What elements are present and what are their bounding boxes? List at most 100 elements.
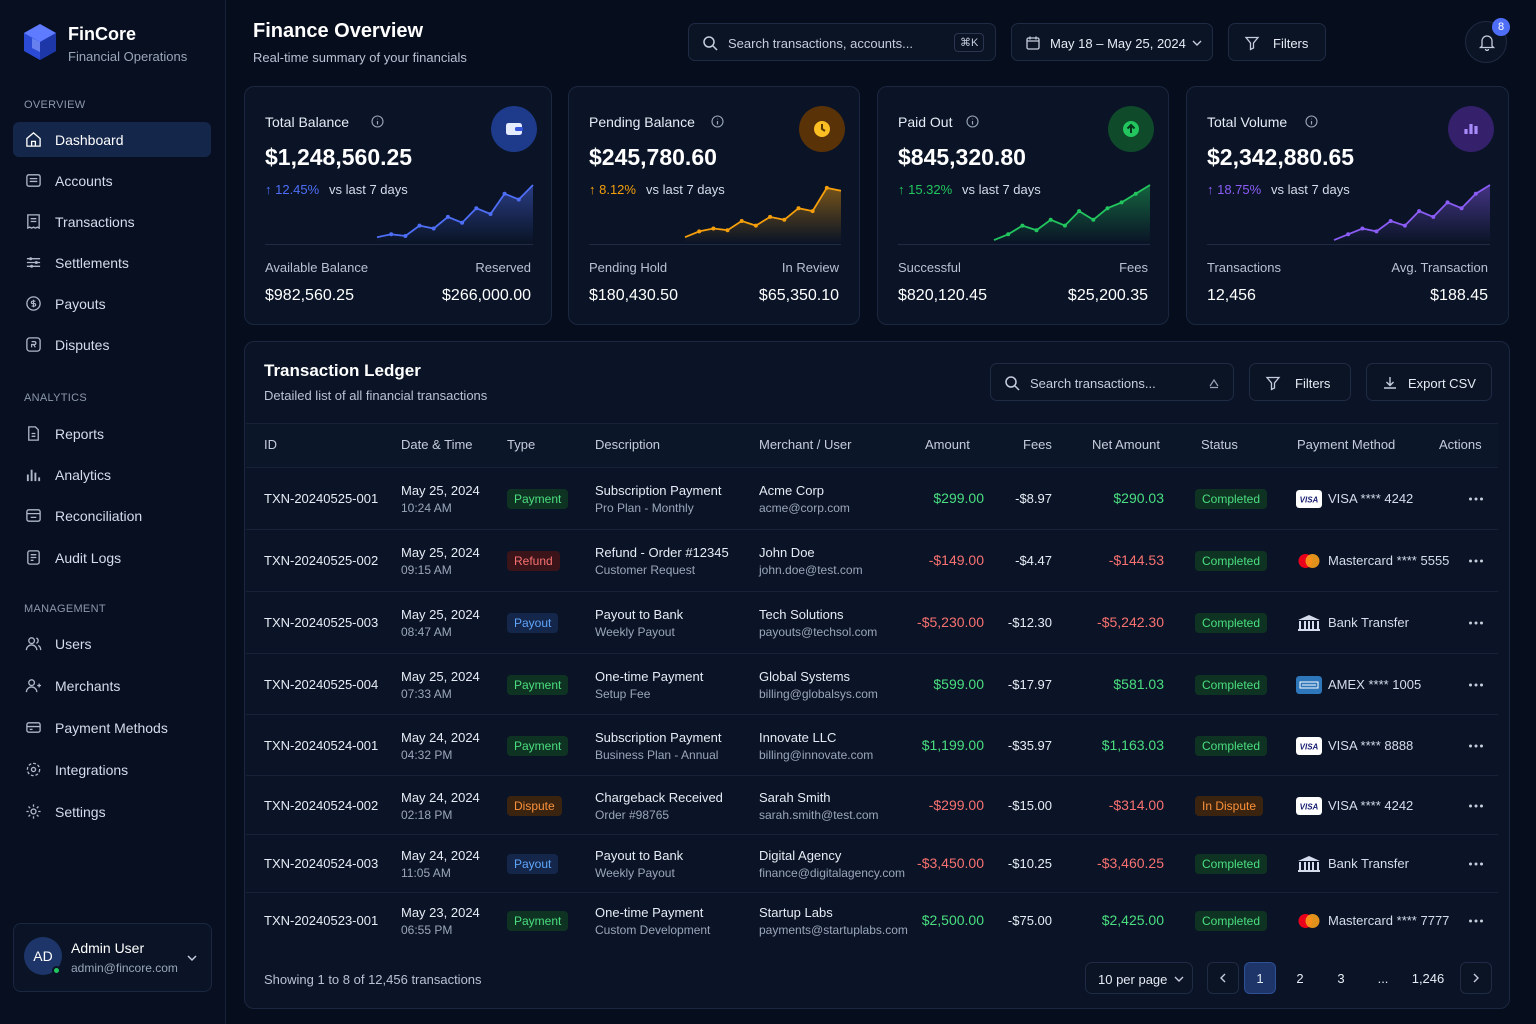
ledger-filters-button[interactable]: Filters [1249,363,1351,401]
column-header-merchant-user[interactable]: Merchant / User [759,437,852,452]
page-button-1[interactable]: 1 [1244,962,1276,994]
status-badge: Completed [1195,854,1268,874]
merchant-email: payouts@techsol.com [759,625,878,639]
sidebar-item-analytics[interactable]: Analytics [13,457,211,492]
merchant-email: acme@corp.com [759,501,850,515]
table-row[interactable]: TXN-20240524-003 May 24, 2024 11:05 AM Payo… [246,834,1498,892]
kpi-right-label: In Review [781,260,839,275]
column-header-actions[interactable]: Actions [1439,437,1482,452]
page-button-3[interactable]: 3 [1337,970,1345,986]
table-row[interactable]: TXN-20240525-002 May 25, 2024 09:15 AM Refu… [246,529,1498,591]
txn-time: 07:33 AM [401,686,452,701]
status-badge: Completed [1195,911,1268,931]
sidebar-item-reconciliation[interactable]: Reconciliation [13,498,211,533]
kpi-right-value: $25,200.35 [1067,287,1148,304]
column-header-status[interactable]: Status [1201,437,1238,452]
page-button-2[interactable]: 2 [1296,970,1304,986]
txn-description: One-time Payment [595,668,704,684]
column-header-date-time[interactable]: Date & Time [401,437,473,452]
txn-fees: -$15.00 [1007,797,1052,813]
ledger-search[interactable]: Search transactions... [990,363,1234,401]
kpi-title: Paid Out [898,114,953,130]
divider [1207,244,1490,245]
global-search[interactable]: Search transactions, accounts... ⌘K [688,23,996,61]
table-row[interactable]: TXN-20240525-001 May 25, 2024 10:24 AM Paym… [246,467,1498,529]
column-header-net-amount[interactable]: Net Amount [1092,437,1160,452]
sidebar-item-users[interactable]: Users [13,626,211,661]
sidebar-item-accounts[interactable]: Accounts [13,163,211,198]
filter-icon [1265,376,1281,391]
table-row[interactable]: TXN-20240525-004 May 25, 2024 07:33 AM Paym… [246,653,1498,714]
column-header-payment-method[interactable]: Payment Method [1297,437,1396,452]
payment-method: Bank Transfer [1328,615,1409,630]
table-row[interactable]: TXN-20240525-003 May 25, 2024 08:47 AM Payo… [246,591,1498,653]
kpi-left-value: $820,120.45 [898,287,987,304]
kpi-change-text: vs last 7 days [962,182,1041,197]
visa-card-icon: VISA [1296,490,1322,508]
txn-amount: $599.00 [933,675,984,692]
sidebar-item-label: Dashboard [55,131,124,148]
kpi-left-label: Available Balance [265,260,369,275]
more-actions-icon[interactable] [1468,495,1484,503]
merchant-name: Tech Solutions [759,607,844,622]
user-menu[interactable]: AD Admin User admin@fincore.com [13,923,212,992]
info-icon[interactable] [966,115,979,128]
sidebar-item-audit-logs[interactable]: Audit Logs [13,540,211,575]
search-input[interactable]: Search transactions, accounts... [728,36,913,51]
pagination-summary: Showing 1 to 8 of 12,456 transactions [264,972,482,987]
column-header-id[interactable]: ID [264,437,277,452]
payment-method: Bank Transfer [1328,856,1409,871]
ledger-subtitle: Detailed list of all financial transacti… [264,388,488,403]
prev-page-button[interactable] [1207,962,1239,994]
column-header-amount[interactable]: Amount [925,437,970,452]
more-actions-icon[interactable] [1468,557,1484,565]
date-range-picker[interactable]: May 18 – May 25, 2024 [1011,23,1213,61]
per-page-select[interactable]: 10 per page [1085,962,1193,994]
type-badge: Payment [507,674,569,695]
sidebar-item-payouts[interactable]: Payouts [13,286,211,321]
more-actions-icon[interactable] [1468,742,1484,750]
export-csv-button[interactable]: Export CSV [1366,363,1492,401]
sidebar-item-disputes[interactable]: Disputes [13,327,211,362]
info-icon[interactable] [710,115,724,128]
table-row[interactable]: TXN-20240524-001 May 24, 2024 04:32 PM Paym… [246,714,1498,775]
column-header-fees[interactable]: Fees [1023,437,1052,452]
more-actions-icon[interactable] [1468,802,1484,810]
sidebar-item-transactions[interactable]: Transactions [13,204,211,239]
dispute-icon [26,337,41,352]
page-button-1246[interactable]: 1,246 [1411,970,1445,986]
table-row[interactable]: TXN-20240524-002 May 24, 2024 02:18 PM Disp… [246,775,1498,834]
txn-fees: -$75.00 [1007,913,1052,928]
sidebar-item-merchants[interactable]: Merchants [13,668,211,703]
sidebar-item-payment-methods[interactable]: Payment Methods [13,710,211,745]
sidebar-item-dashboard[interactable]: Dashboard [13,122,211,157]
sidebar-item-reports[interactable]: Reports [13,416,211,451]
txn-id: TXN-20240523-001 [264,913,379,928]
kpi-title: Total Volume [1207,114,1288,130]
txn-date: May 25, 2024 [401,607,480,622]
column-header-type[interactable]: Type [507,437,536,452]
merchant-name: Digital Agency [759,848,842,863]
type-badge: Payment [507,489,569,509]
info-icon[interactable] [371,115,384,128]
sidebar-item-integrations[interactable]: Integrations [13,752,211,787]
kpi-sparkline [376,184,534,243]
kpi-sparkline [684,185,842,243]
more-actions-icon[interactable] [1468,681,1484,689]
table-row[interactable]: TXN-20240523-001 May 23, 2024 06:55 PM Paym… [246,892,1498,948]
next-page-button[interactable] [1460,962,1492,994]
info-icon[interactable] [1305,115,1318,128]
more-actions-icon[interactable] [1468,917,1484,925]
more-actions-icon[interactable] [1468,619,1484,627]
clear-icon[interactable] [1207,376,1221,390]
svg-text:VISA: VISA [1300,802,1319,811]
chevron-down-icon[interactable] [186,952,198,964]
payment-method: VISA **** 8888 [1328,737,1414,753]
ledger-search-input[interactable]: Search transactions... [1030,376,1156,391]
header-filters-button[interactable]: Filters [1228,23,1326,61]
card-stack-icon [26,722,41,733]
sidebar-item-settings[interactable]: Settings [13,794,211,829]
column-header-description[interactable]: Description [595,437,661,452]
more-actions-icon[interactable] [1468,860,1484,868]
sidebar-item-settlements[interactable]: Settlements [13,245,211,280]
